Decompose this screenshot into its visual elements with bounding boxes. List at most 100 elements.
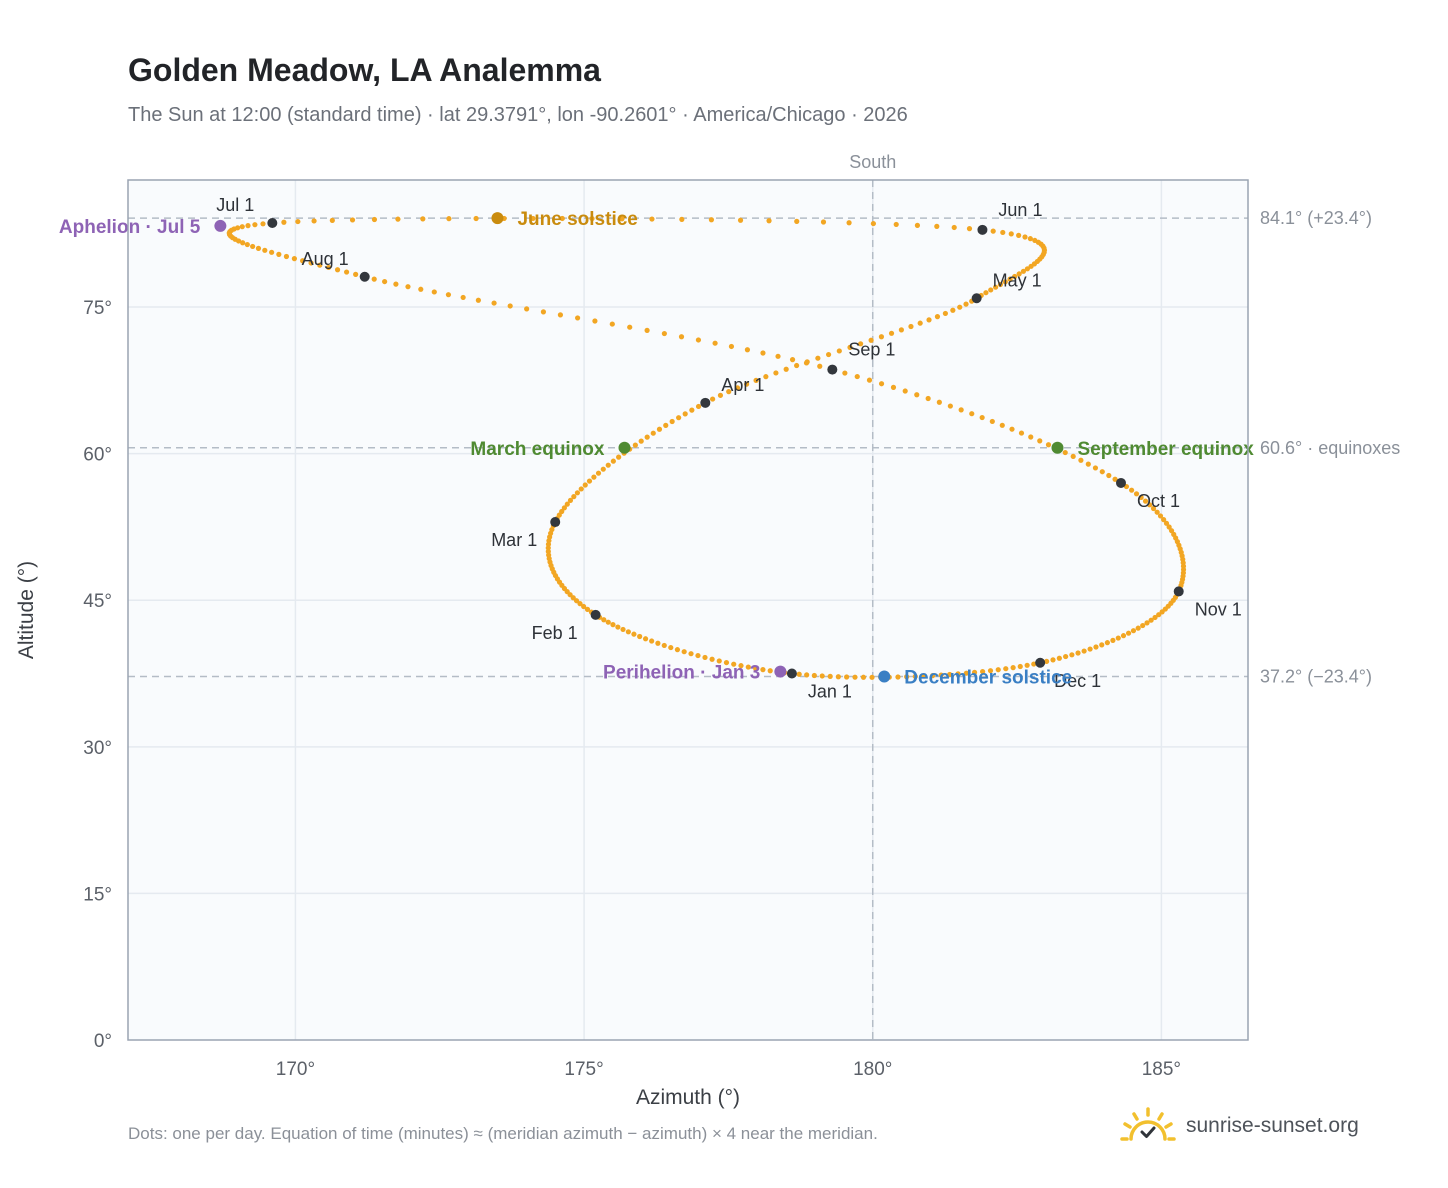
- day-dot: [1150, 505, 1157, 512]
- month-label: Nov 1: [1195, 599, 1242, 619]
- month-label: Feb 1: [532, 623, 578, 643]
- day-dot: [712, 340, 718, 346]
- day-dot: [908, 323, 914, 330]
- date-markers: Jan 1 Feb 1 Mar 1 Apr 1 May 1 Jun 1 Jul 1 Aug 1…: [216, 195, 1241, 702]
- day-dot: [674, 647, 681, 653]
- day-dot: [638, 438, 644, 444]
- brand[interactable]: sunrise-sunset.org: [1120, 1104, 1359, 1148]
- day-dot: [1156, 612, 1162, 618]
- day-dot: [245, 223, 251, 229]
- day-dot: [803, 360, 810, 366]
- day-dot: [1069, 652, 1075, 658]
- day-dot: [1045, 442, 1052, 448]
- day-dot: [979, 414, 985, 421]
- day-dot: [619, 216, 625, 222]
- event-label: March equinox: [470, 439, 605, 460]
- reference-label: 37.2° (−23.4°): [1260, 666, 1372, 686]
- axis-ticks: 170° 175° 180° 185° 0° 15° 30° 45° 60° 75°: [83, 298, 1181, 1080]
- day-dot: [235, 238, 242, 244]
- day-dot: [1133, 491, 1140, 497]
- day-dot: [605, 462, 611, 468]
- day-dot: [679, 216, 685, 222]
- day-dot: [783, 366, 789, 372]
- month-label: May 1: [993, 270, 1042, 290]
- day-dot: [1106, 472, 1112, 479]
- day-dot: [836, 348, 842, 354]
- day-dot: [969, 411, 975, 417]
- day-dot: [890, 384, 897, 390]
- day-dot: [717, 392, 724, 398]
- day-dot: [917, 320, 923, 326]
- month-marker: [971, 293, 982, 304]
- day-dot: [760, 667, 766, 673]
- day-dot: [921, 673, 927, 679]
- day-dot: [868, 337, 874, 343]
- day-dot: [1115, 635, 1121, 641]
- day-dot: [702, 654, 708, 661]
- day-dot: [595, 470, 602, 476]
- day-dot: [1157, 513, 1164, 519]
- day-dot: [1018, 430, 1025, 436]
- day-dot: [825, 351, 832, 358]
- day-dot: [763, 374, 769, 380]
- day-dot: [990, 228, 996, 234]
- day-dot: [260, 221, 266, 227]
- day-dot: [1056, 655, 1062, 661]
- day-dot: [591, 474, 597, 480]
- day-dot: [1112, 476, 1118, 482]
- day-dot: [600, 466, 606, 472]
- day-dot: [584, 606, 591, 612]
- day-dot: [1135, 625, 1141, 631]
- plot-frame: [127, 179, 1249, 1041]
- day-dot: [971, 669, 978, 675]
- month-marker: [786, 668, 797, 679]
- day-dot: [656, 426, 663, 432]
- reference-label: 60.6° · equinoxes: [1260, 438, 1400, 458]
- day-dot: [1142, 498, 1149, 504]
- day-dot: [858, 341, 864, 347]
- day-dot: [405, 284, 411, 290]
- day-dot: [1154, 509, 1160, 515]
- day-dot: [625, 629, 631, 635]
- month-label: Aug 1: [302, 249, 349, 269]
- day-dot: [420, 216, 426, 222]
- day-dot: [491, 300, 497, 306]
- day-dot: [1161, 517, 1167, 523]
- x-tick-label: 170°: [276, 1059, 315, 1080]
- day-dot: [578, 486, 584, 492]
- month-marker: [550, 517, 561, 528]
- day-dot: [1027, 236, 1033, 242]
- day-dot: [888, 330, 895, 336]
- day-dot: [571, 494, 577, 500]
- day-dot: [997, 281, 1004, 288]
- day-dot: [317, 262, 323, 268]
- day-dot: [1063, 653, 1069, 660]
- month-marker: [359, 271, 370, 282]
- day-dot: [325, 264, 332, 271]
- day-dot: [1062, 449, 1068, 456]
- day-dot: [796, 671, 802, 677]
- day-dot: [963, 301, 969, 307]
- day-dot: [620, 626, 626, 633]
- event-marker: [618, 441, 631, 454]
- day-dot: [1099, 469, 1105, 475]
- day-dot: [1152, 614, 1158, 621]
- day-dot: [950, 307, 956, 313]
- day-dot: [898, 327, 904, 333]
- brand-name[interactable]: sunrise-sunset.org: [1186, 1114, 1359, 1137]
- day-dot: [577, 601, 583, 607]
- event-label: June solstice: [517, 209, 637, 230]
- day-dot: [942, 310, 949, 317]
- day-dot: [530, 215, 536, 222]
- day-dot: [951, 224, 957, 231]
- day-dot: [710, 396, 716, 402]
- day-dot: [1125, 630, 1132, 636]
- reference-label: 84.1° (+23.4°): [1260, 208, 1372, 228]
- day-dot: [1032, 237, 1038, 244]
- day-dot: [446, 216, 452, 222]
- day-dot: [382, 278, 388, 285]
- event-label: Perihelion · Jan 3: [603, 663, 760, 684]
- day-dot: [445, 292, 452, 298]
- day-dot: [1017, 663, 1023, 670]
